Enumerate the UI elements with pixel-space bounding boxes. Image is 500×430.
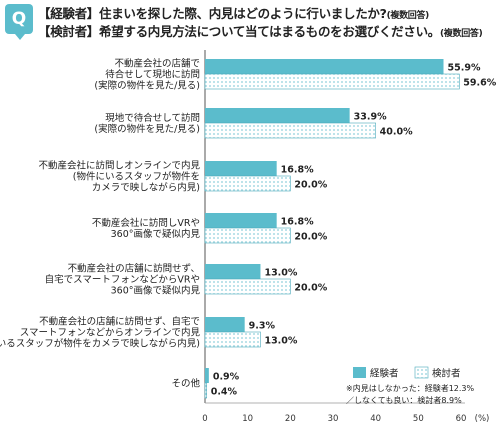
bar-value-label: 0.9% [213, 372, 240, 383]
x-tick-label: 10 [242, 414, 253, 424]
footnote-line-1: ※内見はしなかった：経験者12.3% [346, 383, 475, 393]
bar-value-label: 13.0% [264, 268, 297, 279]
bar-considering [204, 278, 291, 295]
category-label: 不動産会社に訪問しオンラインで内見 [38, 160, 200, 172]
bar-considering [204, 227, 291, 244]
category-label: 不動産会社に訪問しVRや [92, 217, 200, 229]
category-label: (物件にいるスタッフが物件を [73, 171, 200, 183]
bar-value-label: 16.8% [281, 217, 314, 228]
bar-experienced [205, 264, 261, 279]
question-1-note: (複数回答) [386, 11, 430, 21]
bar-value-label: 16.8% [281, 165, 314, 176]
category-label: 現地で待合せして訪問 [105, 112, 200, 124]
category-label: 不動産会社の店舗に訪問せず、自宅で [39, 316, 200, 328]
bar-value-label: 59.6% [463, 78, 496, 89]
x-tick-label: 60 [456, 414, 467, 424]
x-tick-label: 40 [370, 414, 381, 424]
category-label: 不動産会社の店舗で [114, 58, 200, 70]
category-label: 待合せして現地に訪問 [105, 69, 200, 81]
bar-considering [204, 382, 208, 399]
bar-experienced [205, 368, 209, 383]
question-title-considering: 【検討者】希望する内見方法について当てはまるものをお選びください。(複数回答) [38, 21, 483, 40]
bar-experienced [205, 59, 444, 74]
legend-label-considering: 検討者 [432, 368, 461, 380]
bar-considering [204, 73, 460, 90]
bar-value-label: 20.0% [294, 283, 327, 294]
x-tick-label: 50 [413, 414, 424, 424]
question-badge: Q [5, 4, 33, 40]
category-label: 自宅でスマートフォンなどからVRや [45, 274, 200, 286]
bar-value-label: 33.9% [354, 112, 387, 123]
category-label: スマートフォンなどからオンラインで内見 [20, 327, 201, 339]
footnote-line-2: ／しなくても良い：検討者8.9% [346, 395, 462, 405]
bar-experienced [205, 108, 350, 123]
bar-considering [204, 331, 261, 348]
bar-value-label: 55.9% [448, 63, 481, 74]
legend-label-experienced: 経験者 [370, 368, 399, 380]
legend-swatch-experienced [353, 367, 366, 378]
legend-swatch-considering [414, 366, 429, 379]
category-label: 360°画像で疑似内見 [111, 285, 201, 297]
x-tick-label: 0 [202, 414, 207, 424]
category-label: カメラで映しながら内見) [92, 182, 200, 194]
bar-considering [204, 122, 376, 139]
bar-experienced [205, 213, 277, 228]
question-2-note: (複数回答) [439, 29, 483, 39]
bar-value-label: 13.0% [264, 336, 297, 347]
category-label: その他 [171, 378, 200, 390]
bar-experienced [205, 317, 245, 332]
category-label: (実際の物件を見た/見る) [94, 80, 200, 92]
category-label: 360°画像で疑似内見 [111, 228, 201, 240]
category-label: (実際の物件を見た/見る) [94, 123, 200, 135]
question-badge-letter: Q [11, 9, 27, 29]
bar-value-label: 20.0% [294, 232, 327, 243]
bar-value-label: 20.0% [294, 180, 327, 191]
question-2-text: 【検討者】希望する内見方法について当てはまるものをお選びください。 [38, 24, 440, 39]
bar-experienced [205, 161, 277, 176]
bar-value-label: 0.4% [211, 387, 238, 398]
bar-value-label: 40.0% [380, 127, 413, 138]
bar-value-label: 9.3% [249, 321, 276, 332]
bar-considering [204, 175, 291, 192]
question-1-text: 【経験者】住まいを探した際、内見はどのように行いましたか? [38, 6, 387, 21]
category-label: 不動産会社の店舗に訪問せず、 [68, 263, 200, 275]
x-axis-unit: (%) [475, 414, 490, 424]
question-title-experienced: 【経験者】住まいを探した際、内見はどのように行いましたか?(複数回答) [38, 3, 429, 22]
x-tick-label: 20 [285, 414, 296, 424]
x-tick-label: 30 [328, 414, 339, 424]
